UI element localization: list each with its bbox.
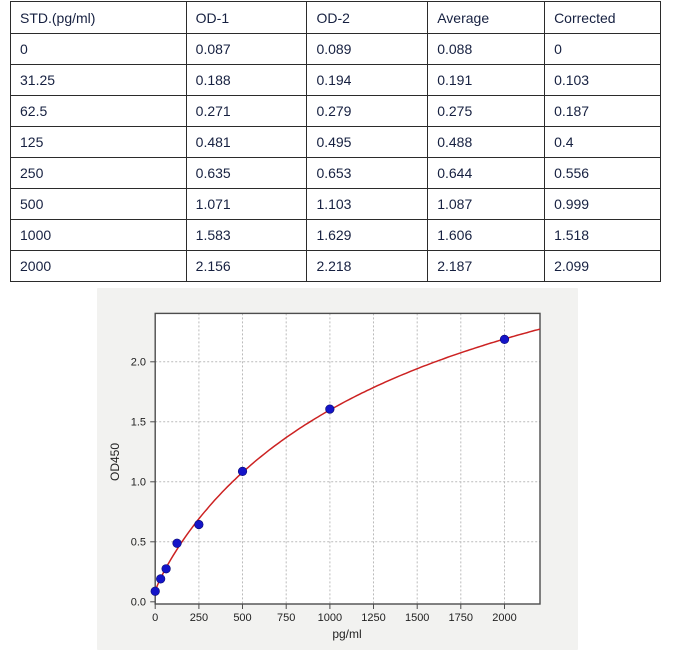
svg-text:250: 250 <box>190 612 208 624</box>
svg-text:0.5: 0.5 <box>131 537 146 549</box>
svg-text:1750: 1750 <box>449 612 473 624</box>
svg-text:1500: 1500 <box>405 612 429 624</box>
svg-text:pg/ml: pg/ml <box>332 627 361 641</box>
svg-text:2.0: 2.0 <box>131 357 146 369</box>
svg-text:1.5: 1.5 <box>131 417 146 429</box>
svg-text:500: 500 <box>233 612 251 624</box>
svg-text:1.0: 1.0 <box>131 477 146 489</box>
svg-text:1250: 1250 <box>361 612 385 624</box>
svg-text:0: 0 <box>152 612 158 624</box>
svg-text:750: 750 <box>277 612 295 624</box>
svg-text:2000: 2000 <box>492 612 516 624</box>
svg-text:0.0: 0.0 <box>131 597 146 609</box>
svg-text:OD450: OD450 <box>108 443 122 481</box>
svg-text:1000: 1000 <box>318 612 342 624</box>
